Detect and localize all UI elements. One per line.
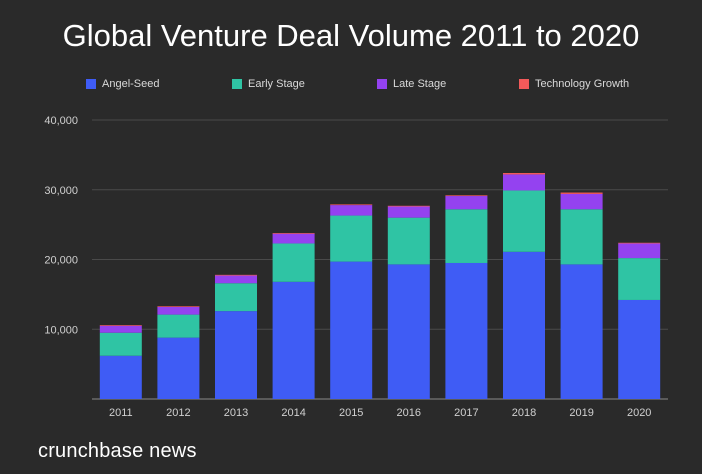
bar-early-stage-2011 (99, 332, 142, 356)
bar-technology-growth-2012 (157, 306, 200, 307)
x-tick-label: 2018 (512, 407, 536, 419)
legend-item-late-stage: Late Stage (377, 78, 446, 90)
bar-early-stage-2018 (503, 190, 545, 252)
bar-early-stage-2014 (272, 243, 315, 282)
legend-swatch-late-stage (377, 79, 387, 89)
bar-late-stage-2016 (387, 206, 430, 218)
bar-late-stage-2018 (503, 174, 545, 191)
x-tick-label: 2019 (569, 407, 593, 419)
bar-early-stage-2019 (560, 209, 603, 265)
legend-item-technology-growth: Technology Growth (519, 78, 629, 90)
x-tick-label: 2020 (627, 407, 651, 419)
bar-late-stage-2012 (157, 306, 200, 315)
x-tick-label: 2015 (339, 407, 363, 419)
bar-technology-growth-2019 (560, 192, 603, 194)
legend-label-early-stage: Early Stage (248, 78, 305, 90)
bar-technology-growth-2016 (387, 205, 430, 207)
y-tick-label: 20,000 (44, 255, 78, 267)
bar-late-stage-2011 (99, 325, 142, 333)
bar-late-stage-2020 (618, 243, 661, 259)
bar-late-stage-2013 (215, 275, 257, 284)
bar-angel-seed-2020 (618, 299, 661, 399)
legend: Angel-Seed Early Stage Late Stage Techno… (0, 78, 702, 94)
x-tick-label: 2016 (397, 407, 421, 419)
bar-technology-growth-2011 (99, 325, 142, 326)
chart-title: Global Venture Deal Volume 2011 to 2020 (62, 18, 640, 53)
bar-early-stage-2012 (157, 314, 200, 338)
legend-swatch-early-stage (232, 79, 242, 89)
bar-early-stage-2016 (387, 217, 430, 265)
bar-early-stage-2015 (330, 215, 373, 262)
x-tick-label: 2011 (109, 407, 133, 419)
y-tick-label: 30,000 (44, 185, 78, 197)
legend-item-early-stage: Early Stage (232, 78, 305, 90)
bar-angel-seed-2019 (560, 264, 603, 399)
bar-late-stage-2014 (272, 233, 315, 244)
bar-technology-growth-2013 (215, 274, 257, 276)
bar-technology-growth-2017 (445, 195, 488, 197)
x-tick-label: 2017 (454, 407, 478, 419)
bar-angel-seed-2011 (99, 355, 142, 399)
legend-label-technology-growth: Technology Growth (535, 78, 630, 90)
x-tick-label: 2013 (224, 407, 248, 419)
legend-swatch-technology-growth (519, 79, 529, 89)
bar-angel-seed-2015 (330, 261, 373, 399)
bar-technology-growth-2020 (618, 242, 661, 244)
y-tick-label: 10,000 (44, 324, 78, 336)
legend-label-angel-seed: Angel-Seed (102, 78, 160, 90)
bar-late-stage-2015 (330, 205, 373, 216)
bar-angel-seed-2017 (445, 262, 488, 399)
bar-angel-seed-2016 (387, 264, 430, 399)
legend-swatch-angel-seed (86, 79, 96, 89)
x-tick-label: 2014 (281, 407, 305, 419)
bar-angel-seed-2012 (157, 337, 200, 399)
bar-late-stage-2019 (560, 193, 603, 210)
bar-angel-seed-2013 (215, 311, 257, 399)
bar-angel-seed-2018 (503, 251, 545, 399)
bar-technology-growth-2015 (330, 204, 373, 206)
legend-label-late-stage: Late Stage (393, 78, 447, 90)
bar-technology-growth-2018 (503, 173, 545, 175)
legend-item-angel-seed: Angel-Seed (86, 78, 160, 90)
bar-early-stage-2020 (618, 258, 661, 300)
x-tick-label: 2012 (166, 407, 190, 419)
bar-early-stage-2013 (215, 283, 257, 312)
bar-late-stage-2017 (445, 196, 488, 210)
bar-early-stage-2017 (445, 209, 488, 263)
bar-technology-growth-2014 (272, 232, 315, 234)
bar-angel-seed-2014 (272, 281, 315, 399)
brand-footer: crunchbase news (38, 440, 197, 462)
y-tick-label: 40,000 (44, 115, 78, 127)
